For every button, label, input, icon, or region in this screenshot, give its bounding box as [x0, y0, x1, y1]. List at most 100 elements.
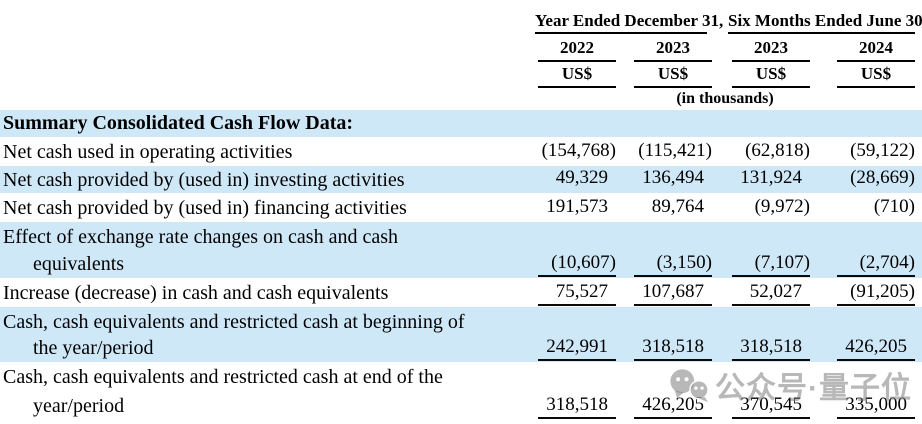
value: 318,518	[732, 335, 810, 361]
row-label-line2: year/period	[33, 395, 125, 417]
currency-header-4: US$	[860, 64, 892, 83]
value: 426,205	[634, 393, 712, 419]
section-header-label: Summary Consolidated Cash Flow Data:	[3, 112, 354, 134]
table-row-operating: Net cash used in operating activities (1…	[0, 137, 922, 166]
col-header-2023: 2023	[656, 38, 690, 57]
value-cell: (710)	[810, 193, 922, 222]
value: (710)	[873, 196, 915, 217]
currency-rule-2	[634, 86, 712, 88]
col-header-2022: 2022	[560, 38, 594, 57]
value: (10,607)	[538, 251, 616, 277]
value-cell: (2,704)	[810, 222, 922, 278]
row-label-line2: equivalents	[33, 253, 125, 275]
value-cell: (115,421)	[616, 137, 712, 166]
currency-rule-4	[837, 86, 915, 88]
value-cell: 318,518	[490, 362, 616, 420]
value: 52,027	[732, 280, 810, 306]
value-cell: (62,818)	[712, 137, 810, 166]
value: (3,150)	[634, 251, 712, 277]
year-rule-4	[837, 60, 915, 62]
value: 242,991	[538, 335, 616, 361]
value-cell: (59,122)	[810, 137, 922, 166]
table-row-increase-decrease: Increase (decrease) in cash and cash equ…	[0, 278, 922, 307]
row-label: Net cash used in operating activities	[3, 140, 293, 163]
value: 131,924	[740, 167, 802, 188]
value: 426,205	[837, 335, 915, 361]
row-label-line1: Cash, cash equivalents and restricted ca…	[3, 366, 443, 388]
value: 107,687	[634, 280, 712, 306]
value: 318,518	[538, 393, 616, 419]
value: 75,527	[538, 280, 616, 306]
row-label: Net cash provided by (used in) financing…	[3, 196, 407, 219]
value-cell: 335,000	[810, 362, 922, 420]
value: (91,205)	[837, 280, 915, 306]
value-cell: 426,205	[810, 307, 922, 362]
value-cell: 136,494	[616, 166, 712, 193]
row-label: Cash, cash equivalents and restricted ca…	[0, 362, 490, 420]
value: 335,000	[837, 393, 915, 419]
currency-header-2: US$	[657, 64, 689, 83]
value: (154,768)	[541, 140, 616, 161]
table-row-exchange-rate-effect: Effect of exchange rate changes on cash …	[0, 222, 922, 278]
value: 49,329	[555, 167, 608, 188]
value-cell: (91,205)	[810, 278, 922, 307]
value-cell: (7,107)	[712, 222, 810, 278]
value-cell: 426,205	[616, 362, 712, 420]
value: (115,421)	[638, 140, 712, 161]
col-group-six-months-rule	[728, 32, 915, 34]
value: (9,972)	[754, 196, 810, 217]
table-row-financing: Net cash provided by (used in) financing…	[0, 193, 922, 222]
row-label: Increase (decrease) in cash and cash equ…	[3, 281, 389, 304]
value: (62,818)	[745, 140, 810, 161]
value-cell: 89,764	[616, 193, 712, 222]
value-cell: 75,527	[490, 278, 616, 307]
units-note: (in thousands)	[676, 90, 774, 107]
currency-rule-1	[538, 86, 616, 88]
value-cell: (28,669)	[810, 166, 922, 193]
value-cell: (10,607)	[490, 222, 616, 278]
value: 191,573	[546, 196, 608, 217]
currency-header-3: US$	[755, 64, 787, 83]
col-group-six-months-label: Six Months Ended June 30,	[728, 11, 922, 30]
value-cell: 370,545	[712, 362, 810, 420]
value-cell: 52,027	[712, 278, 810, 307]
value-cell: (3,150)	[616, 222, 712, 278]
table-body: Summary Consolidated Cash Flow Data: Net…	[0, 110, 922, 420]
value: (2,704)	[837, 251, 915, 277]
table-row-cash-end: Cash, cash equivalents and restricted ca…	[0, 362, 922, 420]
value: (59,122)	[850, 140, 915, 161]
row-label-line1: Effect of exchange rate changes on cash …	[3, 226, 398, 248]
value: 136,494	[642, 167, 704, 188]
col-header-2024: 2024	[859, 38, 893, 57]
value-cell: 318,518	[616, 307, 712, 362]
row-label: Effect of exchange rate changes on cash …	[0, 222, 490, 278]
col-header-2023-interim: 2023	[754, 38, 788, 57]
col-group-year-ended-rule	[535, 32, 707, 34]
year-rule-2	[634, 60, 712, 62]
table-header: Year Ended December 31, Six Months Ended…	[0, 0, 922, 110]
table-row-investing: Net cash provided by (used in) investing…	[0, 166, 922, 193]
value-cell: 191,573	[490, 193, 616, 222]
value-cell: 107,687	[616, 278, 712, 307]
row-label: Net cash provided by (used in) investing…	[3, 168, 405, 191]
row-label-line1: Cash, cash equivalents and restricted ca…	[3, 311, 465, 333]
value: (7,107)	[732, 251, 810, 277]
currency-header-1: US$	[561, 64, 593, 83]
row-label-line2: the year/period	[33, 337, 154, 359]
year-rule-3	[732, 60, 810, 62]
value-cell: (154,768)	[490, 137, 616, 166]
value: 89,764	[651, 196, 704, 217]
col-group-year-ended-label: Year Ended December 31,	[535, 11, 724, 30]
value-cell: 242,991	[490, 307, 616, 362]
value-cell: 49,329	[490, 166, 616, 193]
value: (28,669)	[850, 167, 915, 188]
value-cell: 318,518	[712, 307, 810, 362]
value-cell: 131,924	[712, 166, 810, 193]
currency-rule-3	[732, 86, 810, 88]
table-row-cash-beginning: Cash, cash equivalents and restricted ca…	[0, 307, 922, 362]
value: 318,518	[634, 335, 712, 361]
value-cell: (9,972)	[712, 193, 810, 222]
value: 370,545	[732, 393, 810, 419]
row-label: Cash, cash equivalents and restricted ca…	[0, 307, 490, 362]
